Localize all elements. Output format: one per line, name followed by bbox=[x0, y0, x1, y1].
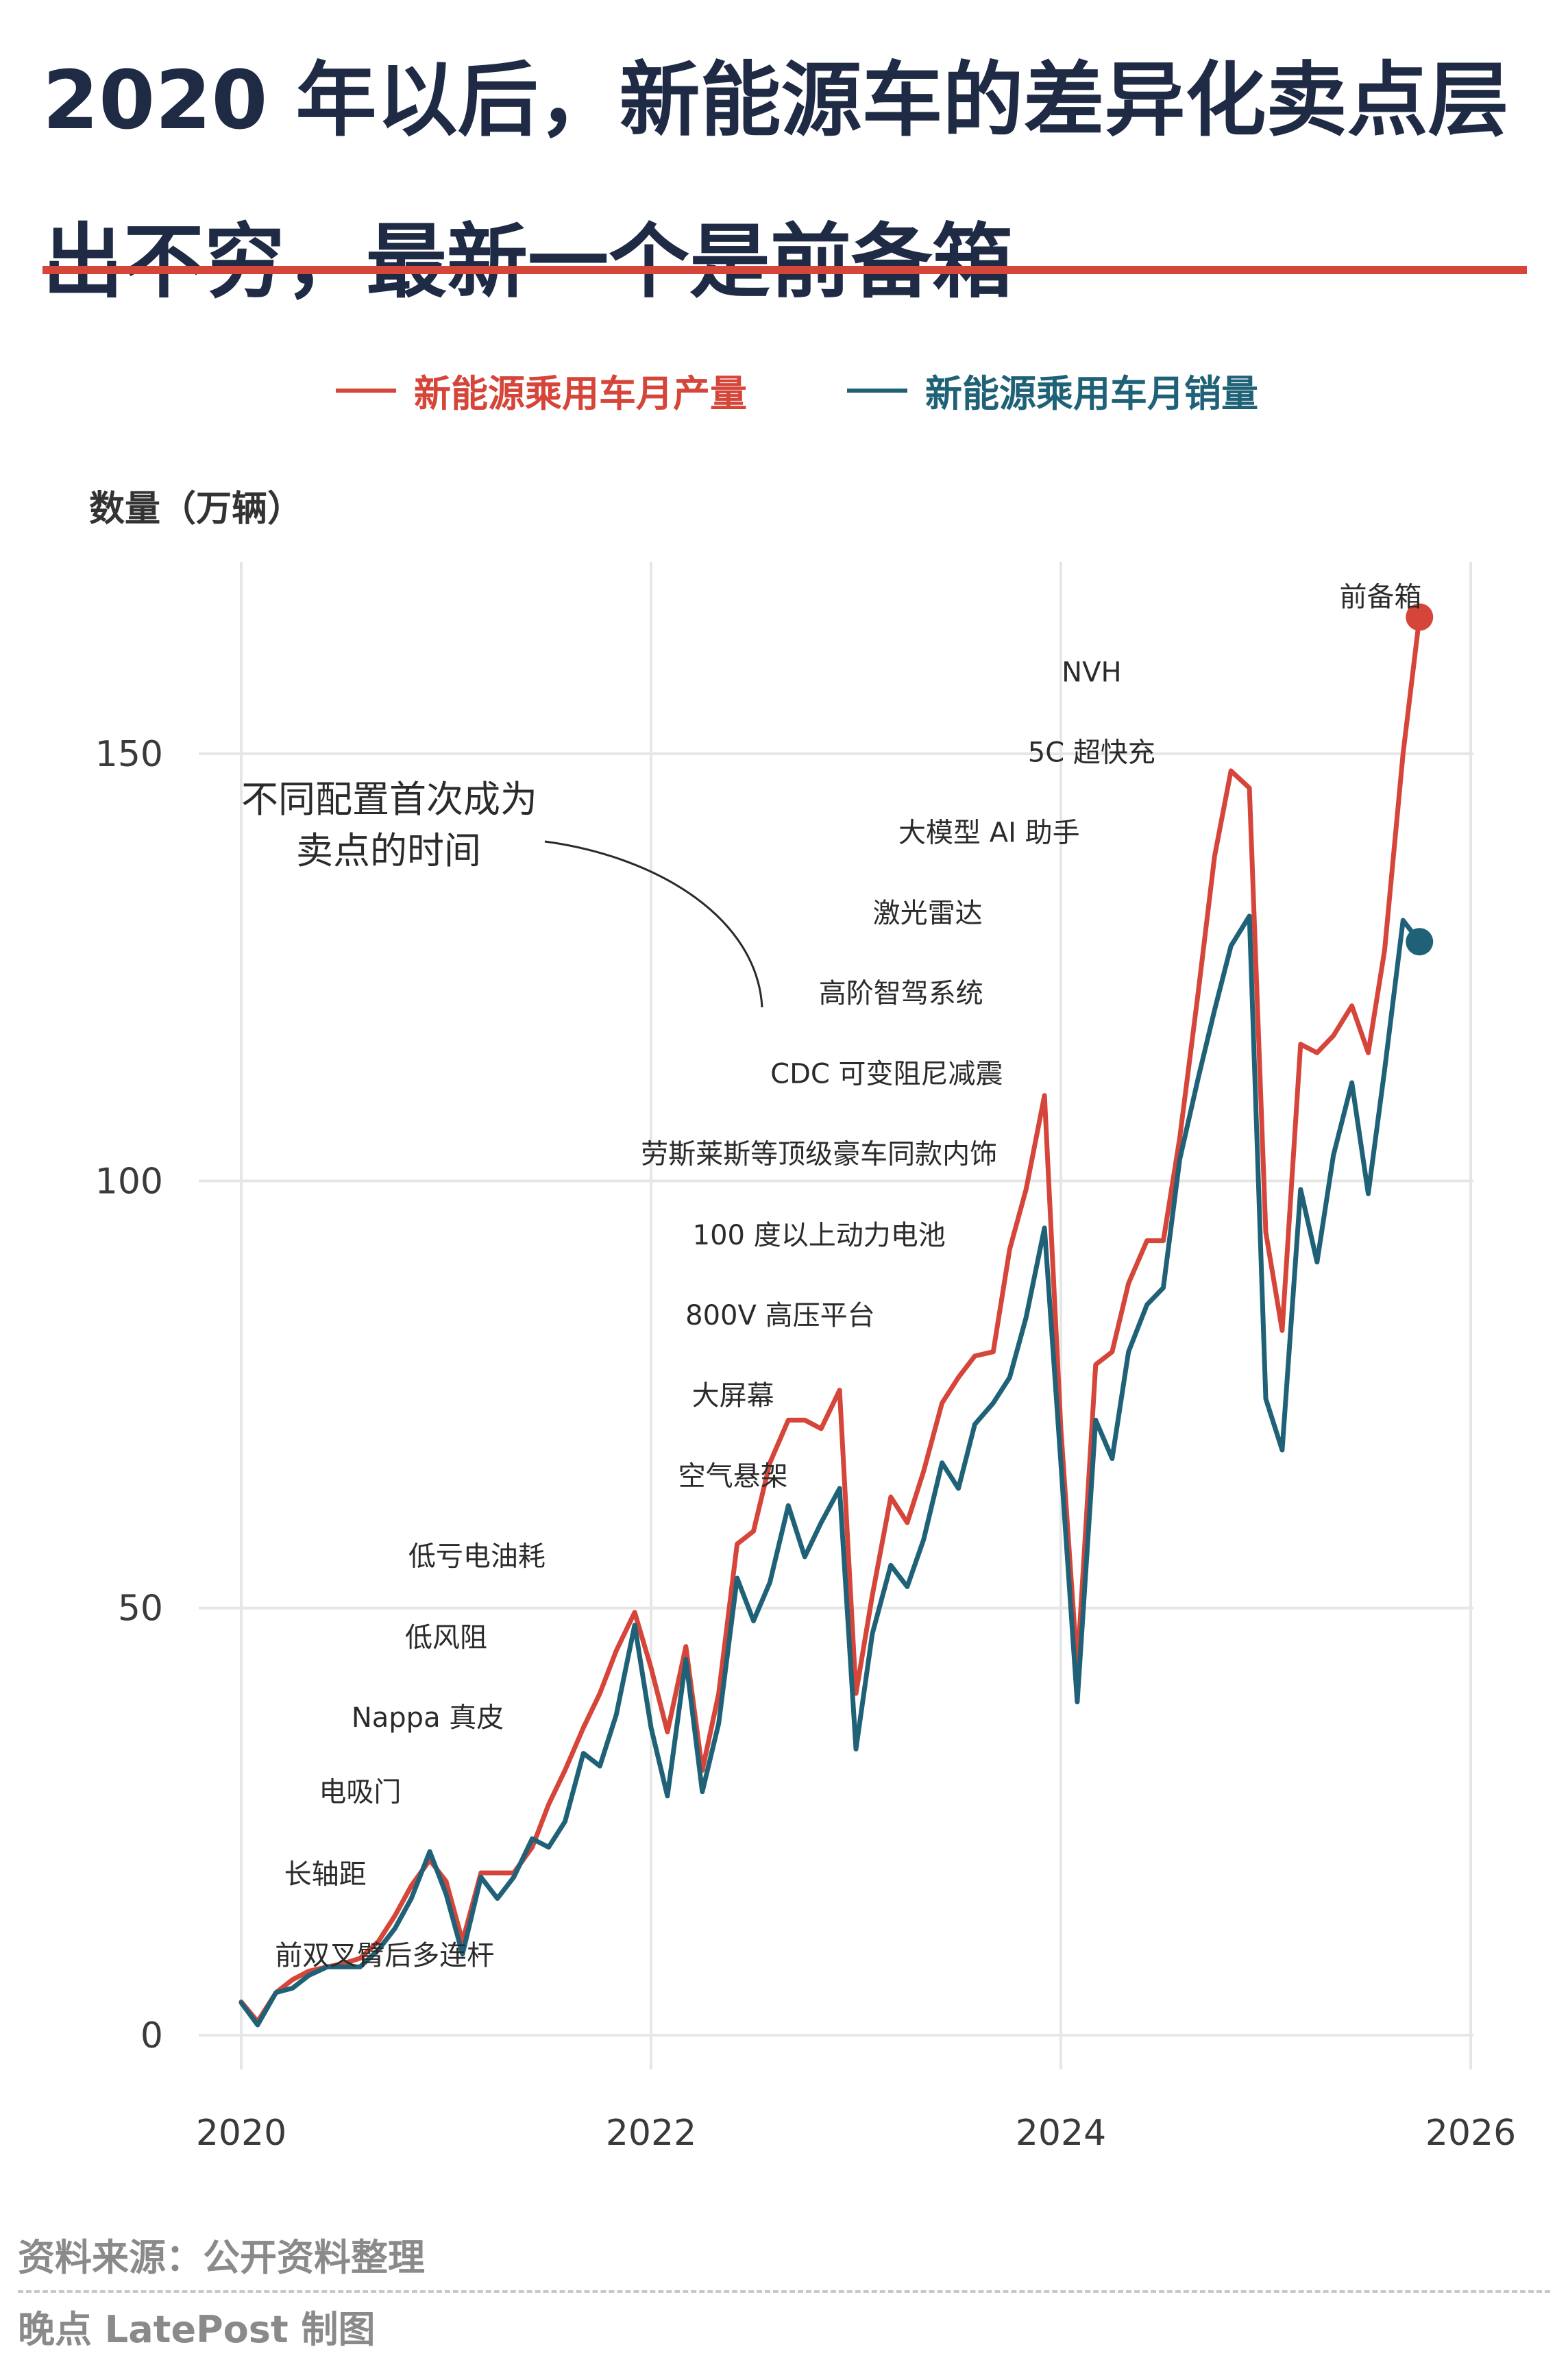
chart-title: 2020 年以后，新能源车的差异化卖点层出不穷，最新一个是前备箱 bbox=[42, 53, 1509, 309]
annotation-label: 低亏电油耗 bbox=[408, 1541, 546, 1573]
x-tick-label: 2026 bbox=[1425, 2113, 1516, 2154]
annotation-label: NVH bbox=[1062, 656, 1121, 688]
annotation-label: 电吸门 bbox=[319, 1777, 401, 1808]
legend: 新能源乘用车月产量 新能源乘用车月销量 bbox=[0, 363, 1568, 415]
legend-item-sales: 新能源乘用车月销量 bbox=[847, 363, 1258, 417]
annotation-label: 5C 超快充 bbox=[1028, 737, 1155, 769]
annotation-label: 长轴距 bbox=[284, 1858, 367, 1890]
annotation-label: 100 度以上动力电池 bbox=[693, 1220, 946, 1251]
annotation-label: 高阶智驾系统 bbox=[819, 978, 983, 1009]
series-line-sales bbox=[238, 913, 1422, 2028]
annotation-label: 低风阻 bbox=[405, 1622, 487, 1654]
title-rule bbox=[42, 266, 1527, 274]
x-axis-ticks: 2020 2022 2024 2026 bbox=[196, 2113, 1516, 2154]
y-tick-label: 100 bbox=[95, 1161, 163, 1202]
annotation-label: 大屏幕 bbox=[692, 1380, 774, 1412]
annotation-label: Nappa 真皮 bbox=[352, 1702, 504, 1734]
y-tick-label: 0 bbox=[140, 2015, 163, 2056]
x-tick-label: 2024 bbox=[1016, 2113, 1106, 2154]
footer-divider bbox=[18, 2290, 1550, 2293]
line-chart: 0 50 100 150 2020 2022 2024 2026 前双叉臂后多连杆 长轴距 电吸… bbox=[95, 562, 1516, 2154]
y-tick-label: 150 bbox=[95, 734, 163, 775]
annotation-label: 800V 高压平台 bbox=[685, 1300, 874, 1331]
annotation-label: 前备箱 bbox=[1339, 582, 1421, 613]
legend-swatch-production bbox=[336, 388, 396, 393]
callout-arrow bbox=[544, 840, 763, 1008]
legend-label-production: 新能源乘用车月产量 bbox=[414, 372, 747, 415]
series-end-point-production bbox=[1406, 603, 1434, 631]
x-tick-label: 2022 bbox=[606, 2113, 696, 2154]
annotation-label: 激光雷达 bbox=[873, 898, 983, 929]
series-end-point-sales bbox=[1406, 928, 1434, 956]
legend-label-sales: 新能源乘用车月销量 bbox=[925, 372, 1258, 415]
series-lines bbox=[238, 603, 1434, 2028]
annotation-label: CDC 可变阻尼减震 bbox=[770, 1058, 1003, 1090]
callout: 不同配置首次成为 卖点的时间 bbox=[241, 778, 763, 1008]
credit-note: 晚点 LatePost 制图 bbox=[18, 2308, 376, 2351]
annotation-label: 大模型 AI 助手 bbox=[898, 818, 1080, 849]
y-axis-ticks: 0 50 100 150 bbox=[95, 734, 163, 2056]
callout-line-1: 不同配置首次成为 bbox=[241, 778, 537, 821]
callout-line-2: 卖点的时间 bbox=[296, 829, 481, 872]
legend-item-production: 新能源乘用车月产量 bbox=[336, 363, 747, 417]
y-tick-label: 50 bbox=[118, 1588, 163, 1630]
gridlines bbox=[199, 562, 1473, 2069]
source-note: 资料来源：公开资料整理 bbox=[18, 2236, 425, 2279]
y-axis-unit-label: 数量（万辆） bbox=[89, 489, 304, 530]
x-tick-label: 2020 bbox=[196, 2113, 286, 2154]
annotation-label: 前双叉臂后多连杆 bbox=[275, 1940, 494, 1971]
annotation-label: 空气悬架 bbox=[678, 1460, 788, 1492]
annotation-label: 劳斯莱斯等顶级豪车同款内饰 bbox=[641, 1138, 997, 1170]
legend-swatch-sales bbox=[847, 388, 907, 393]
feature-annotations: 前双叉臂后多连杆 长轴距 电吸门 Nappa 真皮 低风阻 低亏电油耗 空气悬架 大屏幕 800… bbox=[275, 582, 1421, 1971]
